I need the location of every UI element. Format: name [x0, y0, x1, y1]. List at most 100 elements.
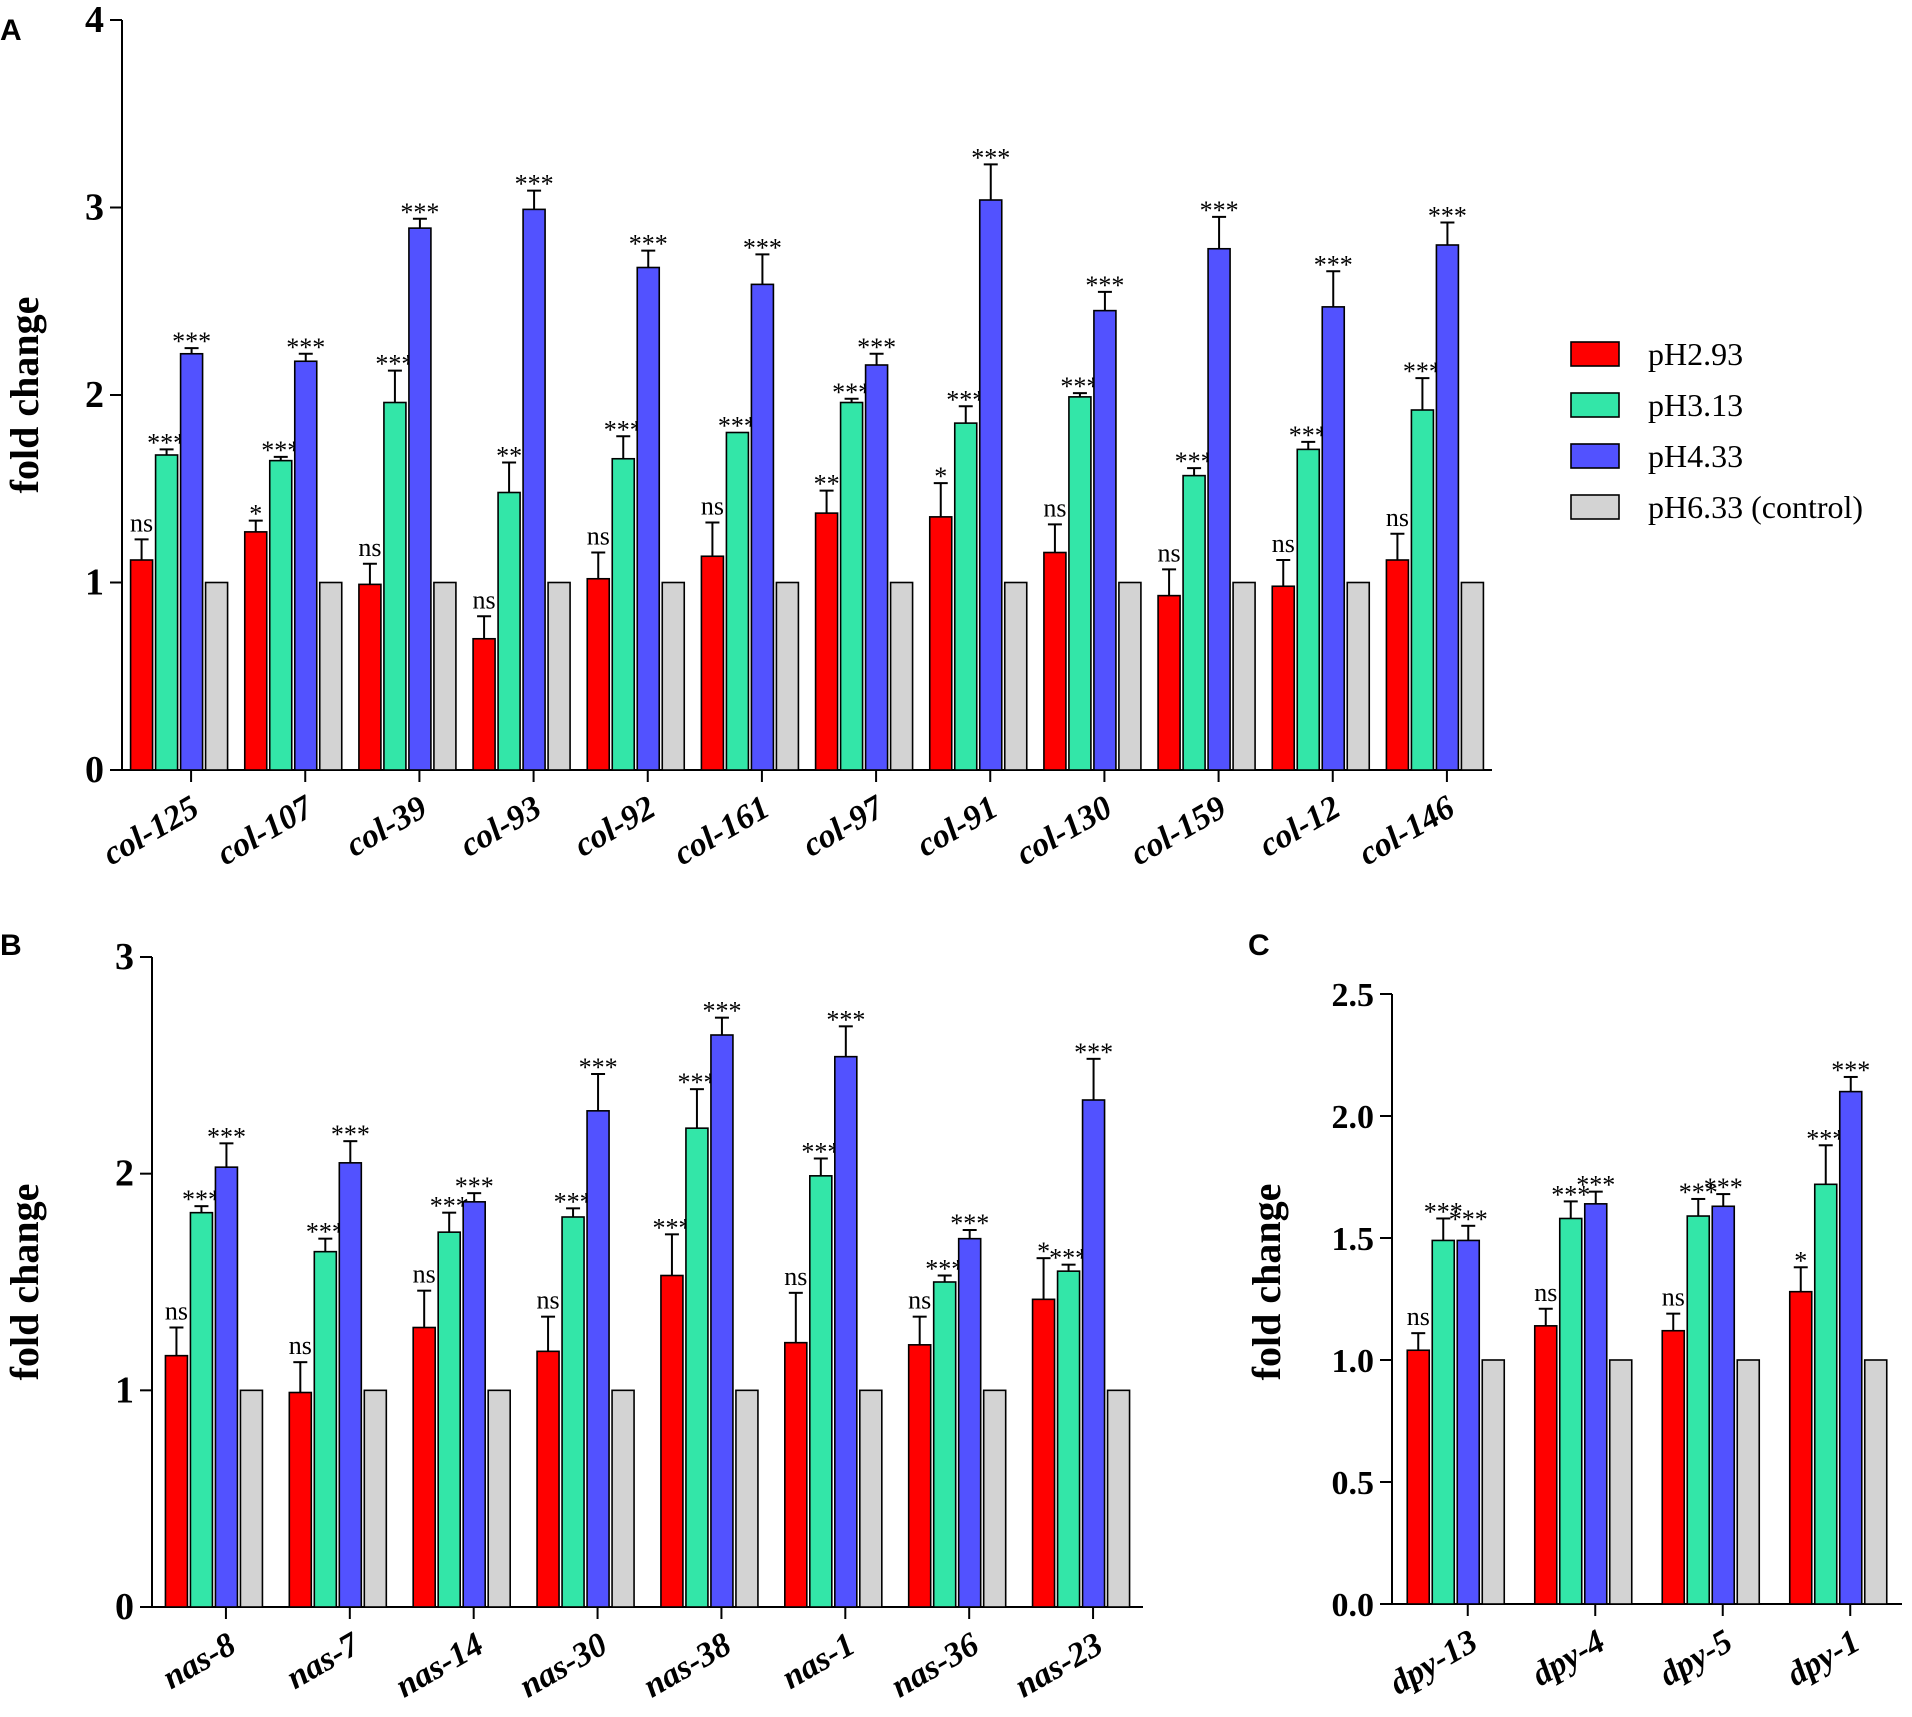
significance-label: ***: [579, 1053, 618, 1082]
significance-label: ns: [1407, 1302, 1430, 1331]
category-label: nas-23: [1009, 1626, 1109, 1705]
bar: [700, 555, 725, 771]
bar: [814, 512, 839, 771]
bar: [204, 581, 229, 771]
significance-label: ***: [375, 350, 414, 379]
bar: [536, 1350, 560, 1608]
y-tick-label: 1: [85, 562, 104, 604]
bar: [293, 360, 318, 771]
bar: [472, 637, 496, 771]
bar: [661, 581, 686, 771]
category-label: col-92: [568, 789, 662, 864]
bar: [928, 516, 953, 771]
significance-label: **: [496, 442, 522, 471]
bar: [685, 1127, 709, 1608]
y-tick-label: 4: [85, 0, 104, 41]
bar: [1106, 1389, 1131, 1608]
significance-label: ***: [261, 436, 300, 465]
category-label: nas-36: [885, 1626, 985, 1705]
significance-label: ***: [1060, 372, 1099, 401]
y-axis-title: fold change: [2, 297, 47, 494]
panel-label-b: B: [0, 929, 22, 962]
significance-label: ns: [587, 522, 610, 551]
significance-label: ***: [1576, 1171, 1615, 1200]
legend-label: pH3.13: [1648, 387, 1743, 423]
bar: [953, 422, 978, 771]
significance-label: ***: [1403, 357, 1442, 386]
bar: [611, 457, 636, 771]
category-label: nas-1: [776, 1626, 862, 1697]
y-axis-title: fold change: [1244, 1184, 1289, 1381]
legend: pH2.93 pH3.13 pH4.33 pH6.33 (control): [1570, 336, 1863, 525]
bar: [750, 283, 775, 771]
bar: [1583, 1203, 1608, 1605]
bar: [1838, 1090, 1863, 1605]
significance-label: ***: [1289, 421, 1328, 450]
significance-label: ***: [604, 415, 643, 444]
significance-label: ns: [908, 1286, 931, 1315]
significance-label: ***: [400, 198, 439, 227]
bar: [784, 1341, 808, 1608]
significance-label: ***: [925, 1255, 964, 1284]
significance-label: ns: [1272, 529, 1295, 558]
significance-label: ***: [515, 170, 554, 199]
legend-swatch: [1570, 341, 1620, 367]
y-tick-label: 1.5: [1332, 1221, 1375, 1258]
y-axis-title: fold change: [2, 1184, 47, 1381]
bar: [239, 1389, 264, 1608]
y-tick-label: 3: [85, 187, 104, 229]
bar: [839, 401, 864, 771]
category-label: col-12: [1253, 789, 1347, 864]
significance-label: ***: [455, 1172, 494, 1201]
significance-label: ***: [331, 1120, 370, 1149]
significance-label: ns: [1043, 493, 1066, 522]
category-label: nas-7: [280, 1625, 367, 1697]
bar: [214, 1166, 239, 1608]
bar: [1157, 594, 1181, 771]
significance-label: ***: [172, 327, 211, 356]
bar: [1043, 551, 1067, 771]
significance-label: ***: [1049, 1244, 1088, 1273]
legend-swatch: [1570, 392, 1620, 418]
bar: [522, 208, 546, 771]
bar: [1118, 581, 1142, 771]
bar: [1232, 581, 1256, 771]
bar: [1431, 1239, 1456, 1605]
significance-label: ***: [718, 412, 757, 441]
bar: [660, 1274, 684, 1608]
significance-label: ns: [784, 1262, 807, 1291]
bar: [725, 431, 750, 771]
bar: [164, 1354, 189, 1608]
y-tick-label: 1.0: [1332, 1343, 1375, 1380]
category-label: dpy-13: [1383, 1623, 1483, 1702]
category-label: col-146: [1352, 789, 1460, 873]
bar: [129, 559, 154, 771]
category-label: nas-8: [156, 1626, 242, 1697]
significance-label: ***: [971, 143, 1010, 172]
y-tick-label: 0.0: [1332, 1587, 1375, 1624]
bar: [932, 1281, 957, 1608]
significance-label: ***: [306, 1218, 345, 1247]
significance-label: **: [814, 470, 840, 499]
bar: [561, 1216, 585, 1608]
bar: [1460, 581, 1485, 771]
bar: [1435, 244, 1460, 771]
significance-label: ***: [629, 230, 668, 259]
bar: [383, 401, 407, 771]
bar: [1813, 1183, 1838, 1605]
bar: [1661, 1329, 1686, 1605]
bar: [586, 1110, 610, 1608]
significance-label: ns: [1158, 538, 1181, 567]
bar: [1406, 1349, 1431, 1605]
category-label: col-97: [796, 788, 891, 864]
category-label: nas-14: [389, 1626, 489, 1705]
bar: [611, 1389, 635, 1608]
legend-label: pH2.93: [1648, 336, 1743, 372]
y-tick-label: 0: [85, 749, 104, 791]
significance-label: ***: [207, 1122, 246, 1151]
bar: [1481, 1359, 1506, 1605]
bar: [982, 1389, 1007, 1608]
bar: [586, 577, 611, 771]
bar: [1608, 1359, 1633, 1605]
bar: [1686, 1215, 1711, 1605]
